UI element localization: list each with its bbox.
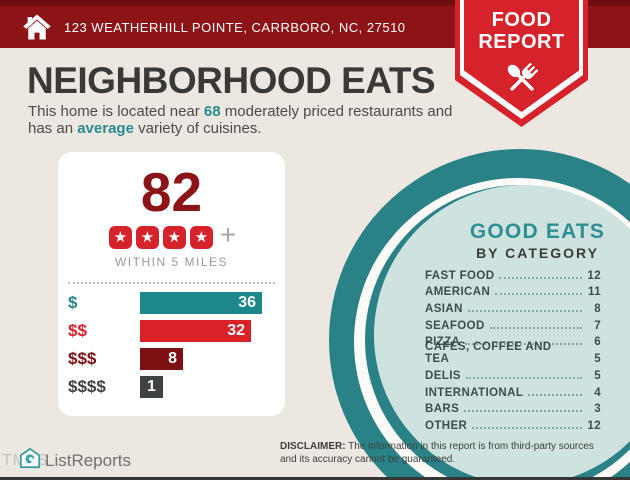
list-item: PIZZA 6 [425, 332, 601, 349]
category-count: 12 [587, 419, 601, 432]
home-icon [23, 14, 51, 40]
restaurant-count: 68 [203, 103, 221, 120]
bottom-border [0, 477, 630, 480]
category-label: PIZZA [425, 336, 461, 349]
good-eats-subtitle: BY CATEGORY [476, 245, 599, 261]
radius-caption: WITHIN 5 MILES [114, 255, 228, 269]
bar-row: $$$ 8 [58, 348, 285, 370]
bar-quad-dollar: 1 [140, 376, 163, 398]
list-item: FAST FOOD 12 [425, 265, 601, 282]
page-title: NEIGHBORHOOD EATS [27, 60, 436, 101]
dot-leader [464, 410, 582, 413]
category-count: 12 [587, 269, 601, 282]
category-circle-interior [374, 185, 630, 480]
dot-leader [528, 393, 582, 396]
category-label: AMERICAN [425, 286, 491, 299]
category-count: 3 [594, 403, 601, 416]
category-label: SEAFOOD [425, 319, 485, 332]
bar-row: $ 36 [58, 292, 285, 314]
category-label: FAST FOOD [425, 269, 495, 282]
disclaimer-text: DISCLAIMER: The information in this repo… [280, 441, 594, 465]
listreports-house-icon [19, 447, 41, 469]
good-eats-title: GOOD EATS [469, 220, 606, 243]
category-count: 5 [594, 369, 601, 382]
dotted-divider [68, 282, 275, 284]
dot-leader [472, 426, 582, 429]
dot-leader [465, 376, 582, 379]
list-item: ASIAN 8 [425, 298, 601, 315]
crossed-spoon-fork-icon [507, 62, 539, 91]
list-item: INTERNATIONAL 4 [425, 382, 601, 399]
score-card: 82 ★ ★ ★ ★ + WITHIN 5 MILES $ 36 $$ 32 $… [58, 152, 285, 416]
list-item: SEAFOOD 7 [425, 315, 601, 332]
food-report-badge: FOOD REPORT [455, 0, 588, 127]
variety-highlight: average [77, 119, 134, 137]
category-count: 5 [594, 353, 601, 366]
bar-dollar: 36 [140, 292, 262, 314]
list-item: DELIS 5 [425, 365, 601, 382]
star-icon: ★ [189, 225, 213, 249]
category-count: 6 [594, 336, 601, 349]
category-count: 4 [594, 386, 601, 399]
category-label: BARS [425, 403, 460, 416]
price-tier-label: $$$ [68, 349, 97, 368]
good-eats-category-list: FAST FOOD 12 AMERICAN 11 ASIAN 8 SEAFOOD 7 P… [425, 265, 601, 432]
price-tier-label: $ [68, 293, 78, 312]
price-tier-label: $$$$ [68, 377, 106, 396]
bar-dollar-dollar: 32 [140, 320, 251, 342]
bar-triple-dollar: 8 [140, 348, 183, 370]
dot-leader [489, 326, 582, 329]
category-label: DELIS [425, 369, 461, 382]
bar-row: $$$$ 1 [58, 376, 285, 398]
dot-leader [465, 343, 582, 346]
category-label: CAFES, COFFEE AND TEA [425, 341, 552, 366]
star-icon: ★ [162, 225, 186, 249]
star-icon: ★ [108, 225, 132, 249]
list-item: OTHER 12 [425, 415, 601, 432]
badge-line1: FOOD [491, 9, 552, 31]
category-label: INTERNATIONAL [425, 386, 524, 399]
food-score: 82 [140, 161, 203, 223]
property-address: 123 WEATHERHILL POINTE, CARRBORO, NC, 27… [64, 19, 406, 35]
list-item: BARS 3 [425, 399, 601, 416]
top-accent-strip [0, 0, 630, 6]
bar-row: $$ 32 [58, 320, 285, 342]
category-count: 8 [594, 303, 601, 316]
dot-leader [495, 293, 582, 296]
plus-icon: + [219, 219, 237, 250]
price-tier-label: $$ [68, 321, 87, 340]
dot-leader [499, 276, 582, 279]
list-item: AMERICAN 11 [425, 282, 601, 299]
badge-line2: REPORT [478, 31, 565, 53]
list-item: CAFES, COFFEE AND TEA 5 [425, 341, 601, 366]
listreports-wordmark: ListReports [45, 451, 131, 470]
category-count: 7 [594, 319, 601, 332]
category-label: OTHER [425, 419, 468, 432]
star-icon: ★ [135, 225, 159, 249]
price-tier-bar-chart: $ 36 $$ 32 $$$ 8 $$$$ 1 [58, 292, 285, 398]
dot-leader [467, 310, 582, 313]
category-count: 11 [588, 286, 601, 299]
good-eats-heading: GOOD EATS BY CATEGORY [445, 220, 630, 261]
star-rating: ★ ★ ★ ★ + [58, 221, 285, 249]
disclaimer-label: DISCLAIMER: [280, 441, 346, 452]
intro-line1: This home is located near 68 moderately … [28, 103, 453, 120]
intro-text: This home is located near 68 moderately … [28, 103, 453, 137]
intro-line2: has an average variety of cuisines. [28, 119, 262, 137]
category-label: ASIAN [425, 303, 463, 316]
badge-text: FOOD REPORT [455, 9, 588, 53]
